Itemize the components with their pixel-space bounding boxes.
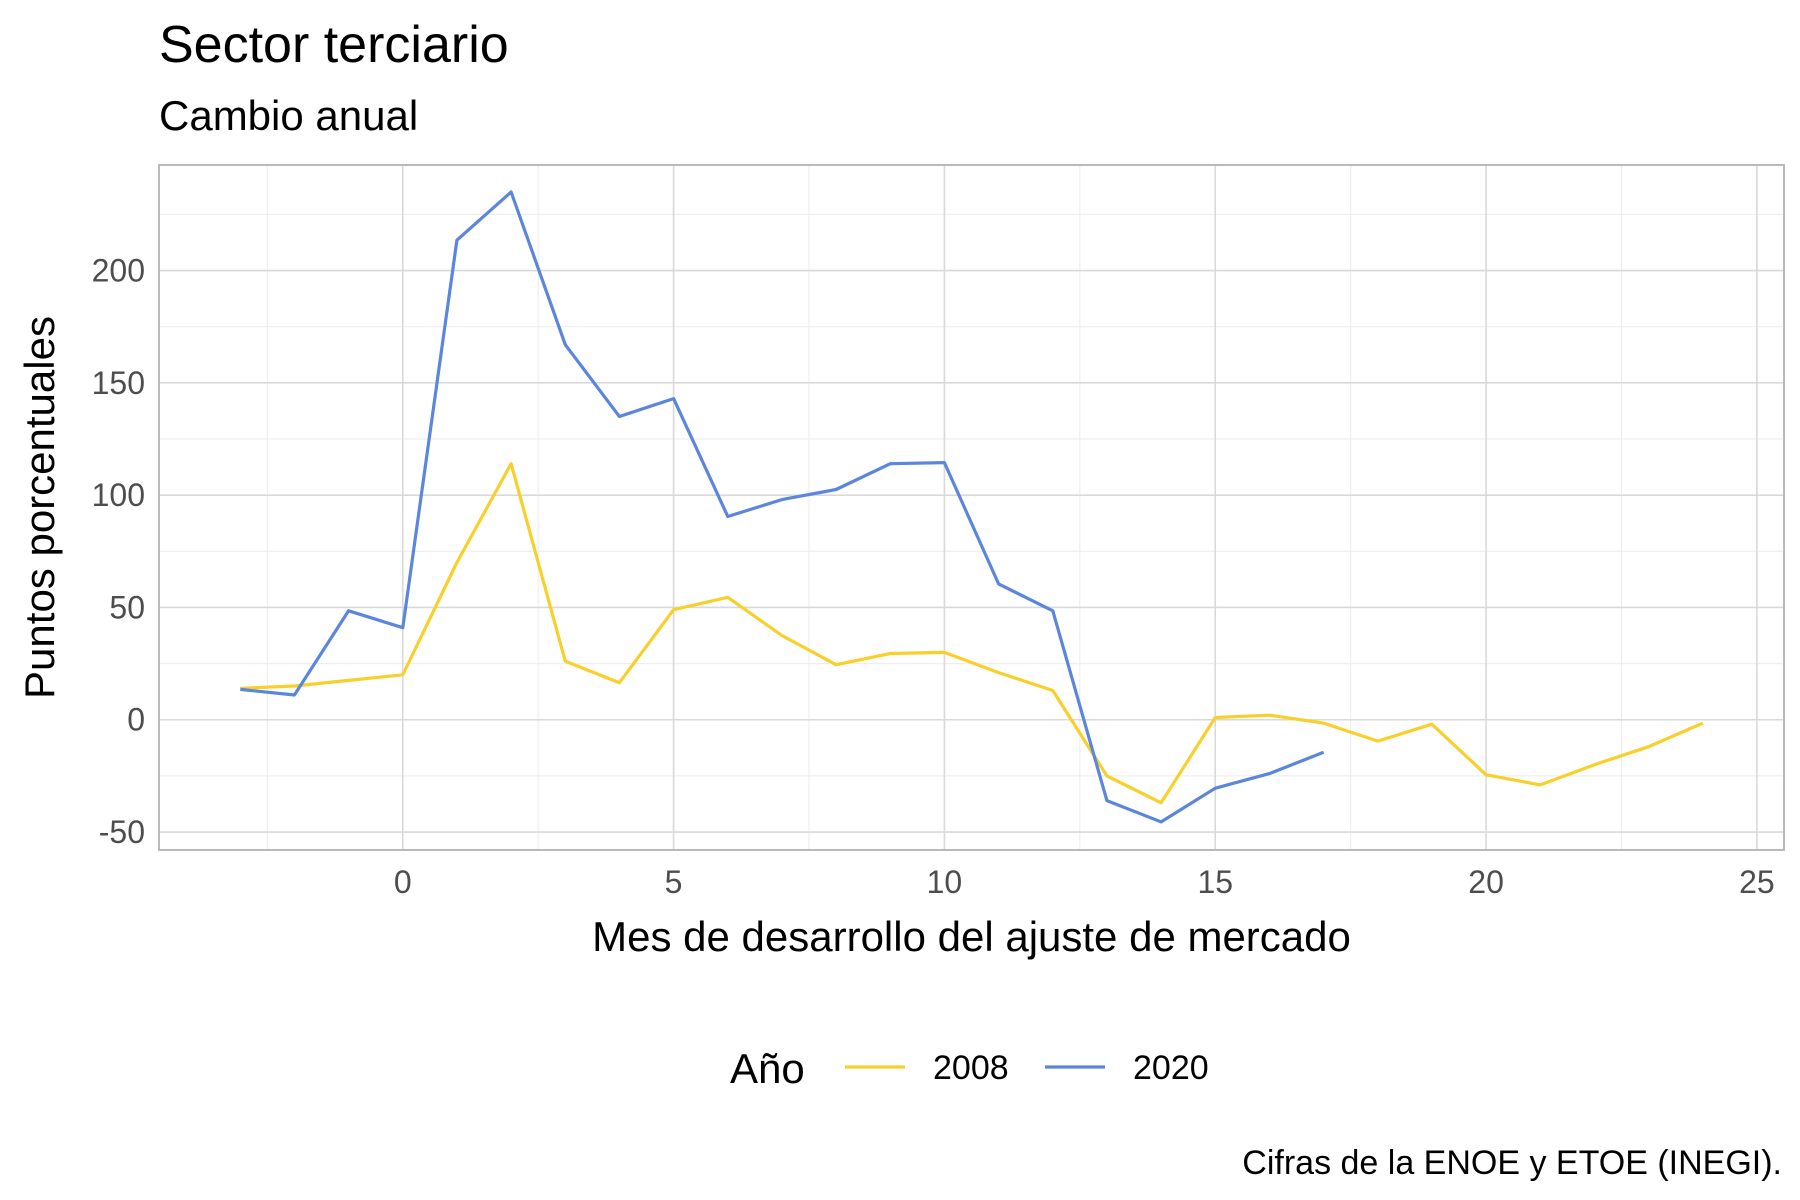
chart-subtitle: Cambio anual (159, 92, 418, 139)
y-tick-label: 100 (92, 477, 145, 513)
x-axis-title: Mes de desarrollo del ajuste de mercado (592, 913, 1351, 960)
y-tick-label: 150 (92, 365, 145, 401)
major-gridlines (159, 165, 1784, 850)
legend: Año 2008 2020 (730, 1045, 1209, 1092)
legend-label-2008: 2008 (933, 1049, 1009, 1087)
y-tick-label: 0 (127, 702, 145, 738)
x-tick-label: 20 (1468, 864, 1504, 900)
x-tick-label: 10 (927, 864, 963, 900)
plot-panel-border (158, 164, 1785, 851)
x-axis-tick-labels: 0 5 10 15 20 25 (394, 864, 1775, 900)
chart-title: Sector terciario (159, 16, 509, 74)
x-tick-label: 5 (665, 864, 683, 900)
legend-label-2020: 2020 (1133, 1049, 1209, 1087)
x-tick-label: 0 (394, 864, 412, 900)
legend-title: Año (730, 1045, 805, 1092)
y-axis-tick-labels: -50 0 50 100 150 200 (92, 253, 145, 850)
chart-caption: Cifras de la ENOE y ETOE (INEGI). (1242, 1144, 1782, 1182)
minor-gridlines (159, 165, 1784, 850)
y-axis-title: Puntos porcentuales (16, 316, 63, 699)
legend-items: 2008 2020 (845, 1049, 1209, 1087)
y-tick-label: 50 (109, 589, 145, 625)
series-lines (240, 190, 1704, 824)
x-tick-label: 15 (1197, 864, 1233, 900)
y-tick-label: -50 (99, 814, 145, 850)
y-tick-label: 200 (92, 253, 145, 289)
series-line-2020 (240, 190, 1325, 824)
x-tick-label: 25 (1739, 864, 1775, 900)
series-line-2008 (240, 462, 1704, 805)
